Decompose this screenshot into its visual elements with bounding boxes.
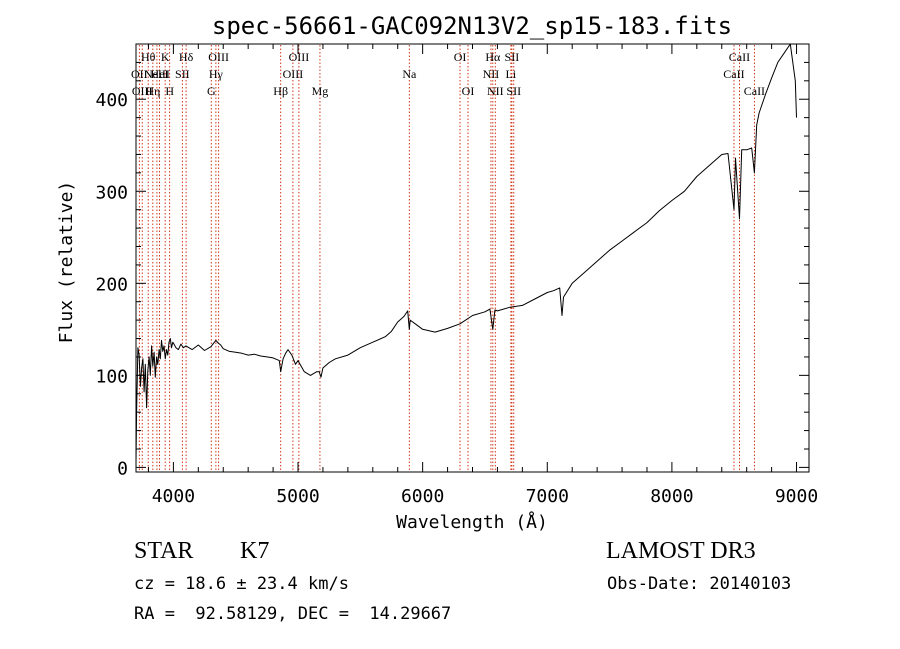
redshift-velocity: cz = 18.6 ± 23.4 km/s bbox=[134, 574, 349, 594]
survey-name: LAMOST DR3 bbox=[606, 538, 756, 564]
line-label-sii: SII bbox=[506, 84, 521, 98]
x-axis-label: Wavelength (Å) bbox=[396, 511, 548, 533]
chart-title: spec-56661-GAC092N13V2_sp15-183.fits bbox=[212, 12, 732, 40]
line-marker-labels: OIIOIIIHθHηNeIIIHeIKHSIIHδGHγOIIIHβOIIIO… bbox=[131, 50, 765, 98]
observation-date: Obs-Date: 20140103 bbox=[607, 574, 792, 594]
object-subclass: K7 bbox=[240, 538, 270, 564]
y-axis-label: Flux (relative) bbox=[56, 181, 77, 344]
line-label-na: Na bbox=[402, 67, 417, 81]
line-label-caii: CaII bbox=[723, 67, 744, 81]
line-label-mg: Mg bbox=[312, 84, 329, 98]
line-label-hα: Hα bbox=[485, 50, 501, 64]
line-label-oiii: OIII bbox=[289, 50, 310, 64]
line-label-g: G bbox=[207, 84, 216, 98]
line-label-caii: CaII bbox=[729, 50, 750, 64]
line-label-caii: CaII bbox=[744, 84, 765, 98]
spectrum-series bbox=[135, 43, 797, 463]
line-label-k: K bbox=[161, 50, 170, 64]
line-label-hβ: Hβ bbox=[273, 84, 288, 98]
line-label-oiii: OIII bbox=[132, 84, 153, 98]
line-label-oii: OII bbox=[131, 67, 148, 81]
x-tick-label: 5000 bbox=[276, 486, 319, 507]
ra-dec-coordinates: RA = 92.58129, DEC = 14.29667 bbox=[134, 604, 452, 624]
line-label-oi: OI bbox=[462, 84, 475, 98]
y-tick-label: 200 bbox=[95, 274, 128, 295]
line-label-hγ: Hγ bbox=[209, 67, 224, 81]
x-tick-label: 6000 bbox=[401, 486, 444, 507]
y-axis: 0 100 200 300 400 bbox=[95, 61, 809, 479]
y-tick-label: 400 bbox=[95, 90, 128, 111]
line-label-nii: NII bbox=[487, 84, 504, 98]
y-tick-label: 300 bbox=[95, 182, 128, 203]
x-tick-label: 7000 bbox=[526, 486, 569, 507]
line-label-hη: Hη bbox=[145, 84, 160, 98]
x-tick-label: 8000 bbox=[650, 486, 693, 507]
line-label-oiii: OIII bbox=[208, 50, 229, 64]
x-tick-label: 4000 bbox=[152, 486, 195, 507]
line-label-oi: OI bbox=[454, 50, 467, 64]
y-tick-label: 0 bbox=[117, 458, 128, 479]
line-label-oiii: OIII bbox=[283, 67, 304, 81]
line-label-hei: HeI bbox=[151, 67, 169, 81]
line-markers bbox=[138, 45, 755, 471]
line-label-sii: SII bbox=[505, 50, 520, 64]
x-axis: 4000 5000 6000 7000 8000 9000 bbox=[147, 44, 818, 507]
plot-frame bbox=[135, 43, 810, 473]
spectrum-line-flux bbox=[135, 43, 797, 463]
line-label-hθ: Hθ bbox=[141, 50, 156, 64]
line-label-li: Li bbox=[506, 67, 517, 81]
x-tick-label: 9000 bbox=[775, 486, 818, 507]
object-class: STAR bbox=[134, 538, 194, 564]
y-tick-label: 100 bbox=[95, 366, 128, 387]
line-label-nii: NII bbox=[483, 67, 500, 81]
line-label-hδ: Hδ bbox=[179, 50, 194, 64]
line-label-sii: SII bbox=[175, 67, 190, 81]
line-label-h: H bbox=[165, 84, 174, 98]
line-label-neiii: NeIII bbox=[144, 67, 170, 81]
